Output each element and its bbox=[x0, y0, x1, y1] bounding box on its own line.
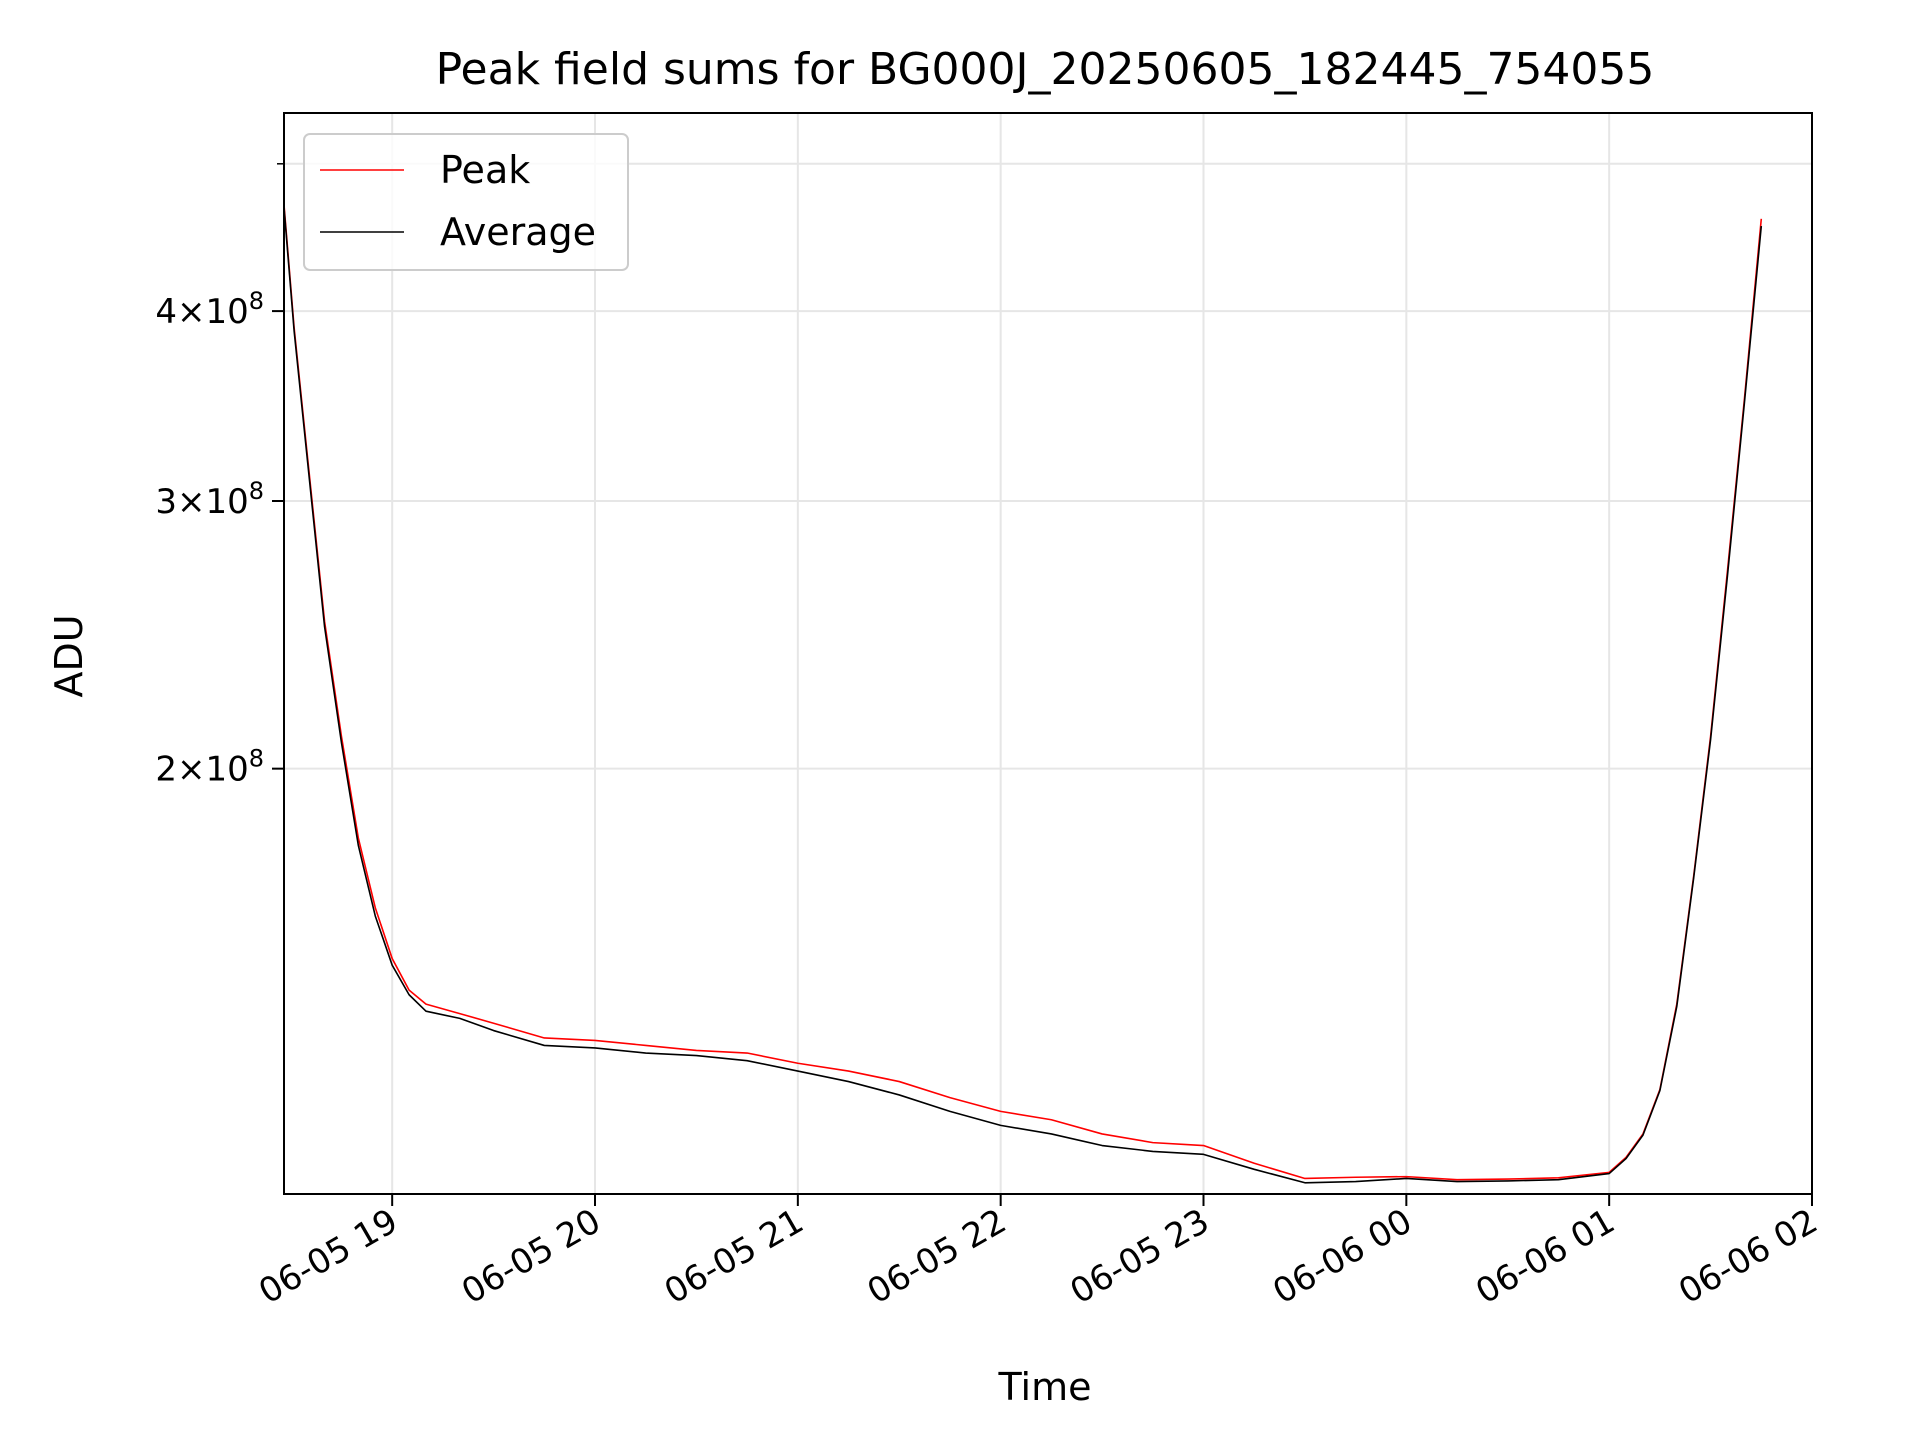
svg-text:3×108: 3×108 bbox=[155, 477, 264, 522]
legend: Peak Average bbox=[303, 133, 629, 271]
y-tick-exponent: 8 bbox=[249, 745, 264, 773]
y-tick-label: 2×108 bbox=[155, 745, 264, 790]
y-axis-label: ADU bbox=[47, 614, 91, 697]
svg-text:2×108: 2×108 bbox=[155, 745, 264, 790]
legend-label-peak: Peak bbox=[440, 148, 530, 192]
y-tick-label: 4×108 bbox=[155, 287, 264, 332]
axes-frame bbox=[283, 112, 1813, 1195]
y-tick-exponent: 8 bbox=[249, 287, 264, 315]
y-tick-base: 10 bbox=[205, 292, 248, 332]
y-tick-base: 10 bbox=[205, 750, 248, 790]
y-tick-exponent: 8 bbox=[249, 477, 264, 505]
y-tick-base: 10 bbox=[205, 482, 248, 522]
legend-box bbox=[303, 133, 629, 271]
plot-area bbox=[284, 204, 1763, 1184]
legend-label-average: Average bbox=[440, 210, 596, 254]
y-tick-label: 3×108 bbox=[155, 477, 264, 522]
chart-title: Peak field sums for BG000J_20250605_1824… bbox=[436, 44, 1655, 95]
x-axis-label: Time bbox=[998, 1365, 1092, 1409]
y-tick-mantissa: 3 bbox=[155, 482, 177, 522]
svg-text:4×108: 4×108 bbox=[155, 287, 264, 332]
y-tick-mantissa: 4 bbox=[155, 292, 177, 332]
series-line-average bbox=[284, 207, 1763, 1184]
y-tick-mantissa: 2 bbox=[155, 750, 177, 790]
